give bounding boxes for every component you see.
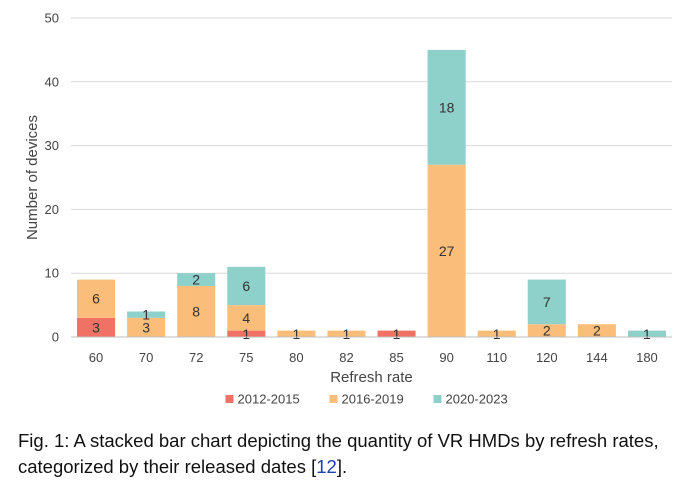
bar-label-60-2016-2019: 6 — [92, 291, 100, 307]
x-tick-180: 180 — [636, 350, 658, 365]
bar-label-144-2016-2019: 2 — [593, 323, 601, 339]
bar-180-2020-2023 — [627, 330, 666, 337]
y-tick-30: 30 — [45, 138, 59, 153]
figure-caption: Fig. 1: A stacked bar chart depicting th… — [18, 428, 678, 480]
y-axis-ticks: 0 10 20 30 40 50 — [45, 11, 59, 345]
bar-110-2016-2019 — [477, 330, 516, 337]
bar-82-2016-2019 — [327, 330, 366, 337]
bar-60-2012-2015 — [77, 317, 116, 337]
bar-72-2020-2023 — [177, 273, 216, 286]
x-tick-60: 60 — [89, 350, 103, 365]
bar-72-2016-2019 — [177, 285, 216, 337]
bar-label-80-2016-2019: 1 — [292, 326, 300, 342]
bar-label-110-2016-2019: 1 — [493, 326, 501, 342]
bar-label-90-2016-2019: 27 — [439, 243, 455, 259]
legend-swatch-2012-2015 — [225, 395, 234, 403]
bar-label-70-2016-2019: 3 — [142, 319, 150, 335]
citation-link[interactable]: 12 — [316, 456, 337, 477]
bars — [77, 49, 666, 337]
y-axis-title: Number of devices — [24, 115, 41, 240]
x-tick-144: 144 — [586, 350, 608, 365]
legend: 2012-2015 2016-2019 2020-2023 — [225, 392, 508, 407]
gridlines — [71, 17, 672, 274]
bar-label-90-2020-2023: 18 — [439, 99, 455, 115]
legend-label-2016-2019: 2016-2019 — [342, 392, 404, 407]
x-tick-85: 85 — [389, 350, 403, 365]
bar-label-180-2020-2023: 1 — [643, 326, 651, 342]
y-tick-50: 50 — [45, 11, 59, 26]
bar-label-75-2012-2015: 1 — [242, 326, 250, 342]
x-tick-110: 110 — [486, 350, 507, 365]
caption-end: ]. — [336, 456, 348, 477]
bar-120-2020-2023 — [527, 279, 566, 325]
bar-60-2016-2019 — [77, 279, 116, 318]
x-tick-72: 72 — [189, 350, 203, 365]
bar-label-85-2012-2015: 1 — [393, 326, 401, 342]
y-tick-10: 10 — [45, 266, 59, 281]
y-tick-20: 20 — [45, 202, 59, 217]
x-axis-ticks: 60 70 72 75 80 82 85 90 110 120 144 180 — [89, 350, 658, 365]
legend-swatch-2016-2019 — [329, 395, 338, 403]
x-axis-title: Refresh rate — [330, 369, 413, 386]
caption-text: Fig. 1: A stacked bar chart depicting th… — [18, 430, 659, 477]
bar-120-2016-2019 — [527, 324, 566, 337]
bar-label-72-2016-2019: 8 — [192, 303, 200, 319]
bar-label-120-2016-2019: 2 — [543, 323, 551, 339]
bar-label-82-2016-2019: 1 — [343, 326, 351, 342]
bar-label-60-2012-2015: 3 — [92, 319, 100, 335]
bar-70-2016-2019 — [127, 317, 166, 337]
bar-label-75-2020-2023: 6 — [242, 278, 250, 294]
bar-90-2020-2023 — [427, 49, 466, 165]
bar-90-2016-2019 — [427, 164, 466, 337]
bar-label-72-2020-2023: 2 — [192, 272, 200, 288]
x-tick-82: 82 — [339, 350, 353, 365]
bar-75-2016-2019 — [227, 305, 266, 331]
x-tick-120: 120 — [536, 350, 558, 365]
bar-75-2012-2015 — [227, 330, 266, 337]
bar-70-2020-2023 — [127, 311, 166, 318]
y-tick-40: 40 — [45, 74, 59, 89]
x-tick-70: 70 — [139, 350, 153, 365]
bar-75-2020-2023 — [227, 266, 266, 306]
legend-swatch-2020-2023 — [433, 395, 442, 403]
legend-label-2012-2015: 2012-2015 — [238, 392, 300, 407]
legend-label-2020-2023: 2020-2023 — [446, 392, 508, 407]
bar-label-120-2020-2023: 7 — [543, 294, 551, 310]
x-tick-80: 80 — [289, 350, 303, 365]
x-tick-75: 75 — [239, 350, 253, 365]
bar-144-2016-2019 — [577, 324, 616, 337]
bar-label-75-2016-2019: 4 — [242, 310, 250, 326]
bar-85-2012-2015 — [377, 330, 416, 337]
y-tick-0: 0 — [52, 330, 59, 345]
bar-80-2016-2019 — [277, 330, 316, 337]
x-tick-90: 90 — [439, 350, 453, 365]
bar-label-70-2020-2023: 1 — [142, 307, 150, 323]
